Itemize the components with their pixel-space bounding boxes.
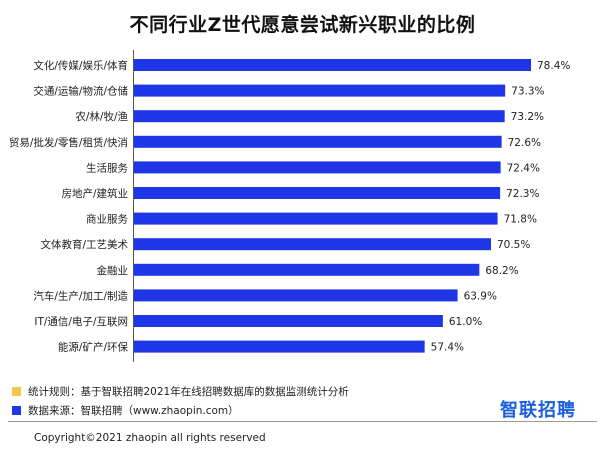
bar [134,110,505,123]
category-label: 金融业 [97,264,129,277]
category-label: 贸易/批发/零售/租赁/快消 [9,136,128,149]
value-label: 73.3% [511,86,544,98]
bar [134,289,458,302]
category-label: 房地产/建筑业 [61,187,128,200]
data-source-note: 数据来源：智联招聘（www.zhaopin.com） [12,403,239,418]
chart-title: 不同行业Z世代愿意尝试新兴职业的比例 [129,14,476,36]
value-label: 71.8% [504,214,537,226]
value-label: 70.5% [497,239,530,251]
category-label: 生活服务 [86,161,128,174]
value-label: 63.9% [464,290,497,302]
bar [134,187,501,199]
category-label: 交通/运输/物流/仓储 [33,85,128,98]
category-label: 汽车/生产/加工/制造 [33,289,128,302]
category-label: 文体教育/工艺美术 [40,238,128,251]
bar [134,263,480,276]
category-label: 能源/矿产/环保 [58,341,129,354]
bar [134,212,498,225]
value-label: 72.4% [507,162,540,174]
zhaopin-logo: 智联招聘 [500,400,576,421]
stat-rule-text: 统计规则：基于智联招聘2021年在线招聘数据库的数据监测统计分析 [28,386,349,398]
bar [134,135,502,148]
bar [134,238,491,251]
divider [8,421,597,422]
copyright: Copyright©2021 zhaopin all rights reserv… [34,432,266,444]
bar [134,161,501,174]
value-label: 68.2% [485,265,518,277]
bar [134,315,443,327]
value-label: 61.0% [449,316,482,328]
bar-chart: 文化/传媒/娱乐/体育 78.4% 交通/运输/物流/仓储 73.3% 农/林/牧/渔 7… [9,50,570,362]
value-label: 78.4% [537,60,570,72]
yellow-square-icon [12,387,21,396]
bar [134,59,531,71]
stat-rule-note: 统计规则：基于智联招聘2021年在线招聘数据库的数据监测统计分析 [12,384,349,399]
data-source-text: 数据来源：智联招聘（www.zhaopin.com） [28,405,239,417]
category-label: 商业服务 [86,213,128,226]
category-label: 农/林/牧/渔 [75,110,128,123]
category-label: 文化/传媒/娱乐/体育 [33,59,128,72]
value-label: 72.6% [508,137,541,149]
bar [134,84,506,97]
value-label: 72.3% [506,188,539,200]
value-label: 73.2% [511,111,544,123]
bar [134,340,425,353]
category-label: IT/通信/电子/互联网 [34,315,128,328]
value-label: 57.4% [431,342,464,354]
blue-square-icon [12,406,21,415]
